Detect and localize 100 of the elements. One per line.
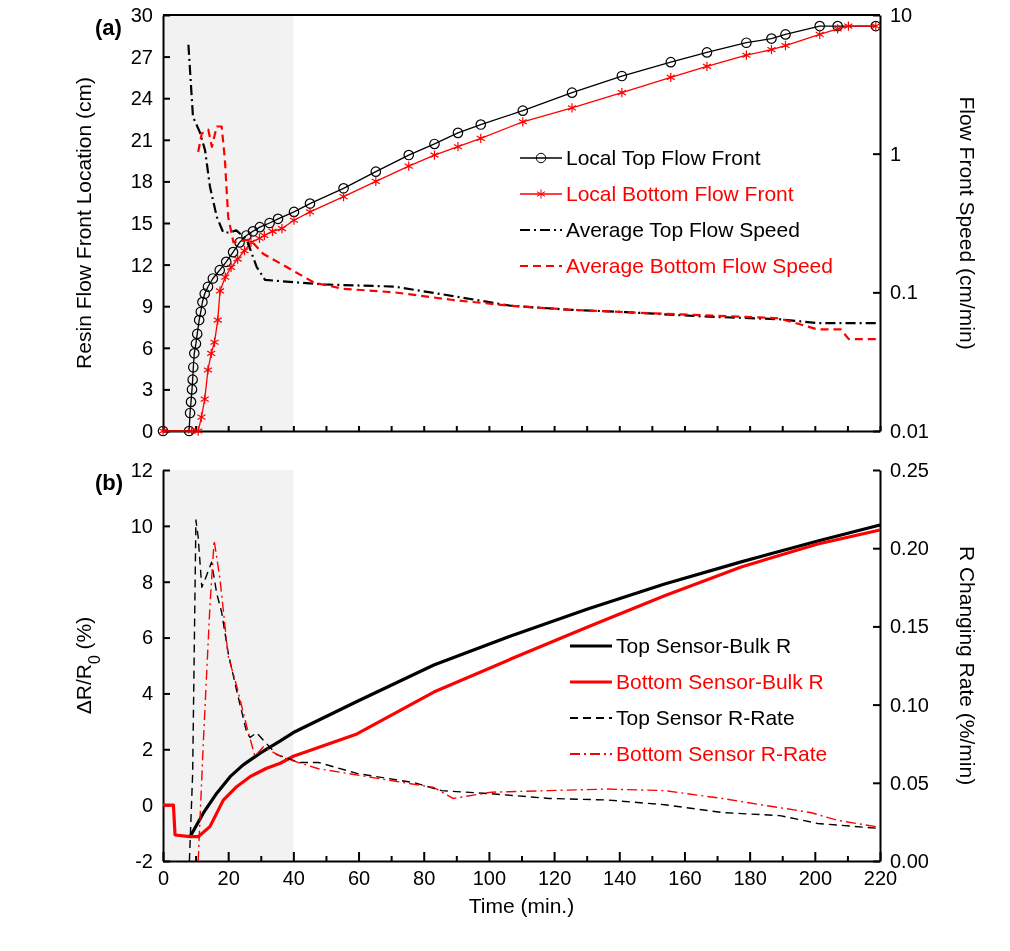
y-tick-label: 27 (130, 45, 153, 68)
y-tick-label: 6 (141, 626, 153, 649)
y2-axis-title: R Changing Rate (%/min) (956, 545, 979, 786)
point (371, 176, 381, 187)
point (277, 223, 287, 234)
x-tick-label: 80 (413, 867, 436, 890)
legend-label: Local Top Flow Front (566, 146, 761, 169)
point (199, 288, 211, 300)
y-tick-label: 12 (130, 253, 153, 276)
point (475, 119, 487, 130)
point (267, 226, 278, 237)
y-tick-label: 18 (130, 170, 153, 193)
y-tick-label: 0 (141, 794, 153, 817)
legend-label: Bottom Sensor R-Rate (616, 742, 828, 765)
point (476, 133, 486, 144)
y-tick-label: 4 (141, 682, 153, 705)
point (241, 230, 252, 241)
point (452, 127, 464, 139)
point (186, 384, 198, 395)
y-tick-label: 6 (141, 336, 153, 359)
point (203, 364, 213, 376)
point (429, 149, 440, 161)
x-tick-label: 20 (217, 867, 240, 890)
point (220, 271, 230, 283)
point (213, 314, 223, 326)
point (187, 425, 197, 437)
x-tick-label: 160 (668, 867, 702, 890)
y2-tick-label: 0.05 (890, 771, 929, 794)
y-tick-label: 21 (130, 128, 153, 151)
point (780, 40, 791, 51)
x-axis-title: Time (min.) (468, 894, 575, 917)
point (304, 198, 316, 209)
y-tick-label: 2 (141, 738, 153, 761)
point (305, 206, 315, 218)
point (701, 47, 713, 58)
point (193, 314, 205, 326)
point (370, 166, 382, 177)
point (815, 29, 825, 40)
point (429, 138, 440, 150)
x-tick-label: 40 (282, 867, 305, 890)
point (702, 61, 712, 72)
y-tick-label: 12 (130, 458, 153, 481)
x-tick-label: 100 (472, 867, 507, 890)
y-tick-label: 10 (130, 514, 153, 537)
y2-tick-label: 10 (890, 3, 913, 26)
y2-tick-label: 0.01 (890, 419, 929, 442)
y-tick-label: 30 (130, 3, 153, 26)
point (187, 361, 199, 373)
point (766, 44, 777, 55)
x-tick-label: 0 (157, 867, 170, 890)
point (214, 264, 226, 276)
point (220, 256, 232, 268)
point (843, 20, 853, 32)
y2-tick-label: 0.25 (890, 458, 929, 481)
y-tick-label: -2 (135, 849, 153, 872)
y2-tick-label: 0.1 (890, 281, 918, 304)
y2-tick-label: 0.20 (890, 537, 929, 560)
text: (a) (95, 15, 122, 40)
point (202, 281, 214, 293)
point (453, 141, 463, 152)
point (665, 56, 677, 68)
y2-tick-label: 0.10 (890, 693, 929, 716)
y2-axis-title: Flow Front Speed (cm/min) (956, 96, 979, 350)
x-tick-label: 200 (798, 867, 833, 890)
point (404, 160, 414, 172)
legend-label: Local Bottom Flow Front (566, 182, 794, 205)
point (195, 306, 207, 318)
point (666, 72, 676, 83)
legend-label: Top Sensor-Bulk R (616, 634, 792, 657)
point (338, 183, 349, 194)
line-series (197, 125, 877, 341)
x-tick-label: 140 (603, 867, 637, 890)
point (517, 105, 529, 116)
point (183, 425, 195, 437)
point (741, 49, 751, 61)
y2-tick-label: 1 (890, 142, 902, 165)
point (247, 226, 259, 237)
point (190, 338, 202, 349)
point (741, 37, 752, 49)
point (264, 217, 275, 229)
x-tick-label: 60 (347, 867, 371, 890)
point (338, 191, 349, 202)
text: (b) (95, 470, 124, 495)
legend-label: Bottom Sensor-Bulk R (616, 670, 824, 693)
point (197, 296, 208, 308)
point (188, 348, 200, 359)
point (289, 214, 299, 226)
point (196, 411, 207, 423)
point (227, 246, 239, 258)
point (272, 213, 284, 225)
point (766, 33, 777, 44)
y-tick-label: 9 (141, 295, 153, 318)
point (814, 20, 826, 32)
point (185, 396, 197, 408)
point (206, 348, 216, 359)
point (207, 273, 219, 284)
point (288, 206, 300, 218)
point (184, 407, 196, 419)
point (254, 221, 266, 233)
x-tick-label: 120 (537, 867, 572, 890)
